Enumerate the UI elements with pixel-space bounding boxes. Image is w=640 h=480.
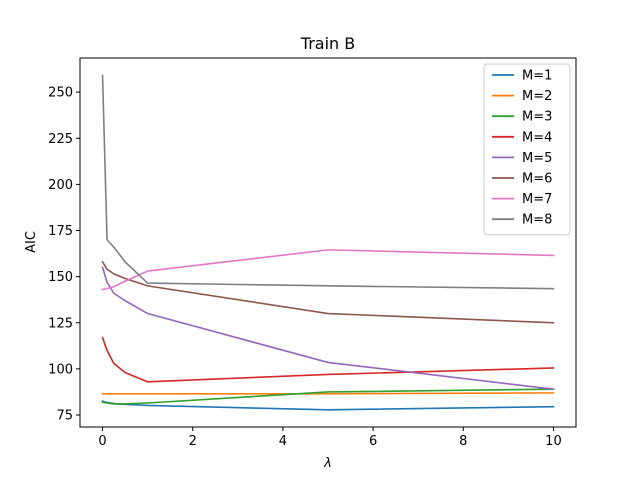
series-line-m-5 <box>101 266 555 391</box>
y-tick-label: 200 <box>48 178 73 193</box>
series-line-m-2 <box>101 392 555 395</box>
y-tick-label: 75 <box>56 409 73 424</box>
series-line-m-6 <box>101 260 555 324</box>
x-tick-label: 6 <box>369 434 377 449</box>
x-tick-label: 8 <box>459 434 467 449</box>
x-tick-label: 2 <box>189 434 197 449</box>
legend-label: M=3 <box>522 110 552 125</box>
series-line-m-3 <box>101 388 555 405</box>
y-tick-label: 225 <box>48 132 73 147</box>
legend-label: M=8 <box>522 213 552 228</box>
chart-title: Train B <box>300 34 355 53</box>
legend-label: M=4 <box>522 130 552 145</box>
legend: M=1 M=2 M=3 M=4 M=5 M=6 M=7 M=8 <box>483 63 571 236</box>
y-tick-label: 250 <box>48 86 73 101</box>
x-tick-label: 4 <box>279 434 287 449</box>
y-axis-ticks: 75 100 125 150 175 200 225 250 <box>48 86 80 424</box>
series-line-m-8 <box>101 74 555 290</box>
x-axis-label: λ <box>323 456 332 471</box>
legend-label: M=1 <box>522 69 552 84</box>
series-line-m-7 <box>101 249 555 291</box>
y-tick-label: 175 <box>48 224 73 239</box>
legend-box <box>483 63 571 236</box>
y-axis-label: AIC <box>24 231 39 253</box>
legend-label: M=5 <box>522 151 552 166</box>
y-tick-label: 150 <box>48 270 73 285</box>
legend-label: M=6 <box>522 172 552 187</box>
y-tick-label: 100 <box>48 362 73 377</box>
legend-label: M=7 <box>522 192 552 207</box>
series-layer <box>101 74 555 411</box>
plot-frame <box>79 57 577 428</box>
legend-label: M=2 <box>522 89 552 104</box>
x-tick-label: 10 <box>545 434 562 449</box>
y-tick-label: 125 <box>48 316 73 331</box>
x-tick-label: 0 <box>98 434 106 449</box>
series-line-m-4 <box>101 336 555 383</box>
x-axis-ticks: 0 2 4 6 8 10 <box>98 427 562 449</box>
